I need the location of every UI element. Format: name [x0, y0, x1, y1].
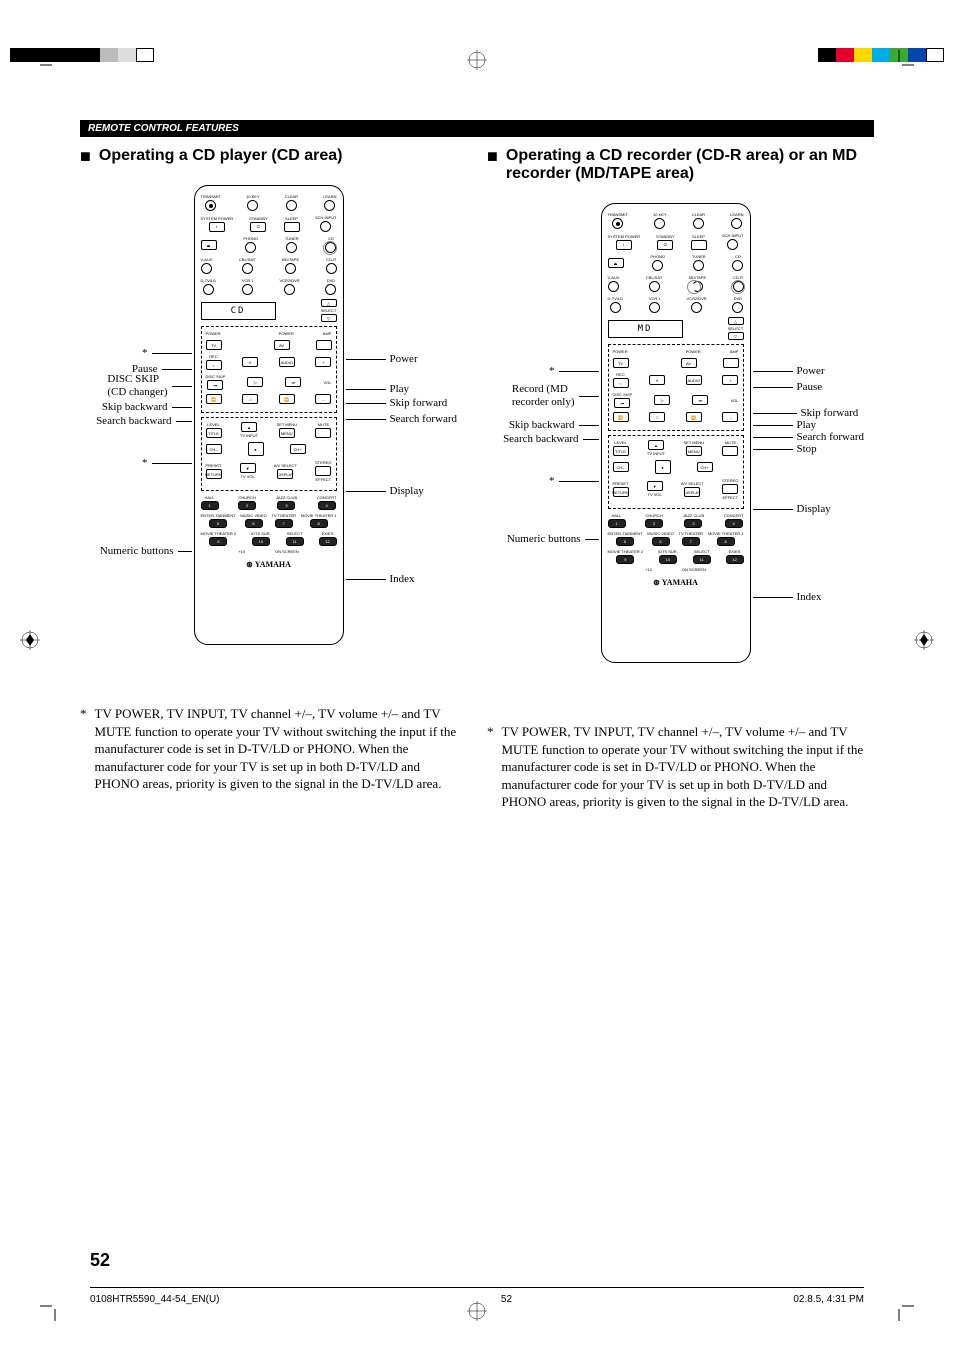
left-column: ■ Operating a CD player (CD area) * Paus…	[80, 147, 467, 811]
brand-logo: YAMAHA	[608, 578, 744, 587]
right-title-text: Operating a CD recorder (CD-R area) or a…	[506, 147, 874, 183]
two-column-content: ■ Operating a CD player (CD area) * Paus…	[80, 147, 874, 811]
brand-logo: YAMAHA	[201, 560, 337, 569]
left-title: ■ Operating a CD player (CD area)	[80, 147, 467, 165]
footer: 0108HTR5590_44-54_EN(U) 52 02.8.5, 4:31 …	[90, 1287, 864, 1305]
page-number: 52	[90, 1250, 110, 1271]
footnote-left: * TV POWER, TV INPUT, TV channel +/–, TV…	[80, 705, 467, 793]
section-header: REMOTE CONTROL FEATURES	[80, 120, 874, 137]
footnote-text-right: TV POWER, TV INPUT, TV channel +/–, TV v…	[502, 723, 875, 811]
remote-body-left: TRANSMIT10 KEYCLEARLEARN SYSTEM POWERIST…	[194, 185, 344, 645]
footer-right: 02.8.5, 4:31 PM	[793, 1294, 864, 1305]
remote-diagram-right: * Record (MDrecorder only) Skip backward…	[501, 203, 861, 683]
reg-circle-right	[914, 630, 934, 650]
footnote-right: * TV POWER, TV INPUT, TV channel +/–, TV…	[487, 723, 874, 811]
bullet-icon: ■	[487, 147, 498, 165]
left-title-text: Operating a CD player (CD area)	[99, 147, 343, 165]
reg-circle-left	[20, 630, 40, 650]
page-content: REMOTE CONTROL FEATURES ■ Operating a CD…	[80, 40, 874, 1311]
right-title: ■ Operating a CD recorder (CD-R area) or…	[487, 147, 874, 183]
bullet-icon: ■	[80, 147, 91, 165]
remote-body-right: TRANSMIT10 KEYCLEARLEARN SYSTEM POWERIST…	[601, 203, 751, 663]
footnote-text-left: TV POWER, TV INPUT, TV channel +/–, TV v…	[95, 705, 468, 793]
right-column: ■ Operating a CD recorder (CD-R area) or…	[487, 147, 874, 811]
remote-diagram-left: * Pause DISC SKIP(CD changer) Skip backw…	[94, 185, 454, 665]
footer-left: 0108HTR5590_44-54_EN(U)	[90, 1294, 220, 1305]
footer-center: 52	[501, 1294, 512, 1305]
